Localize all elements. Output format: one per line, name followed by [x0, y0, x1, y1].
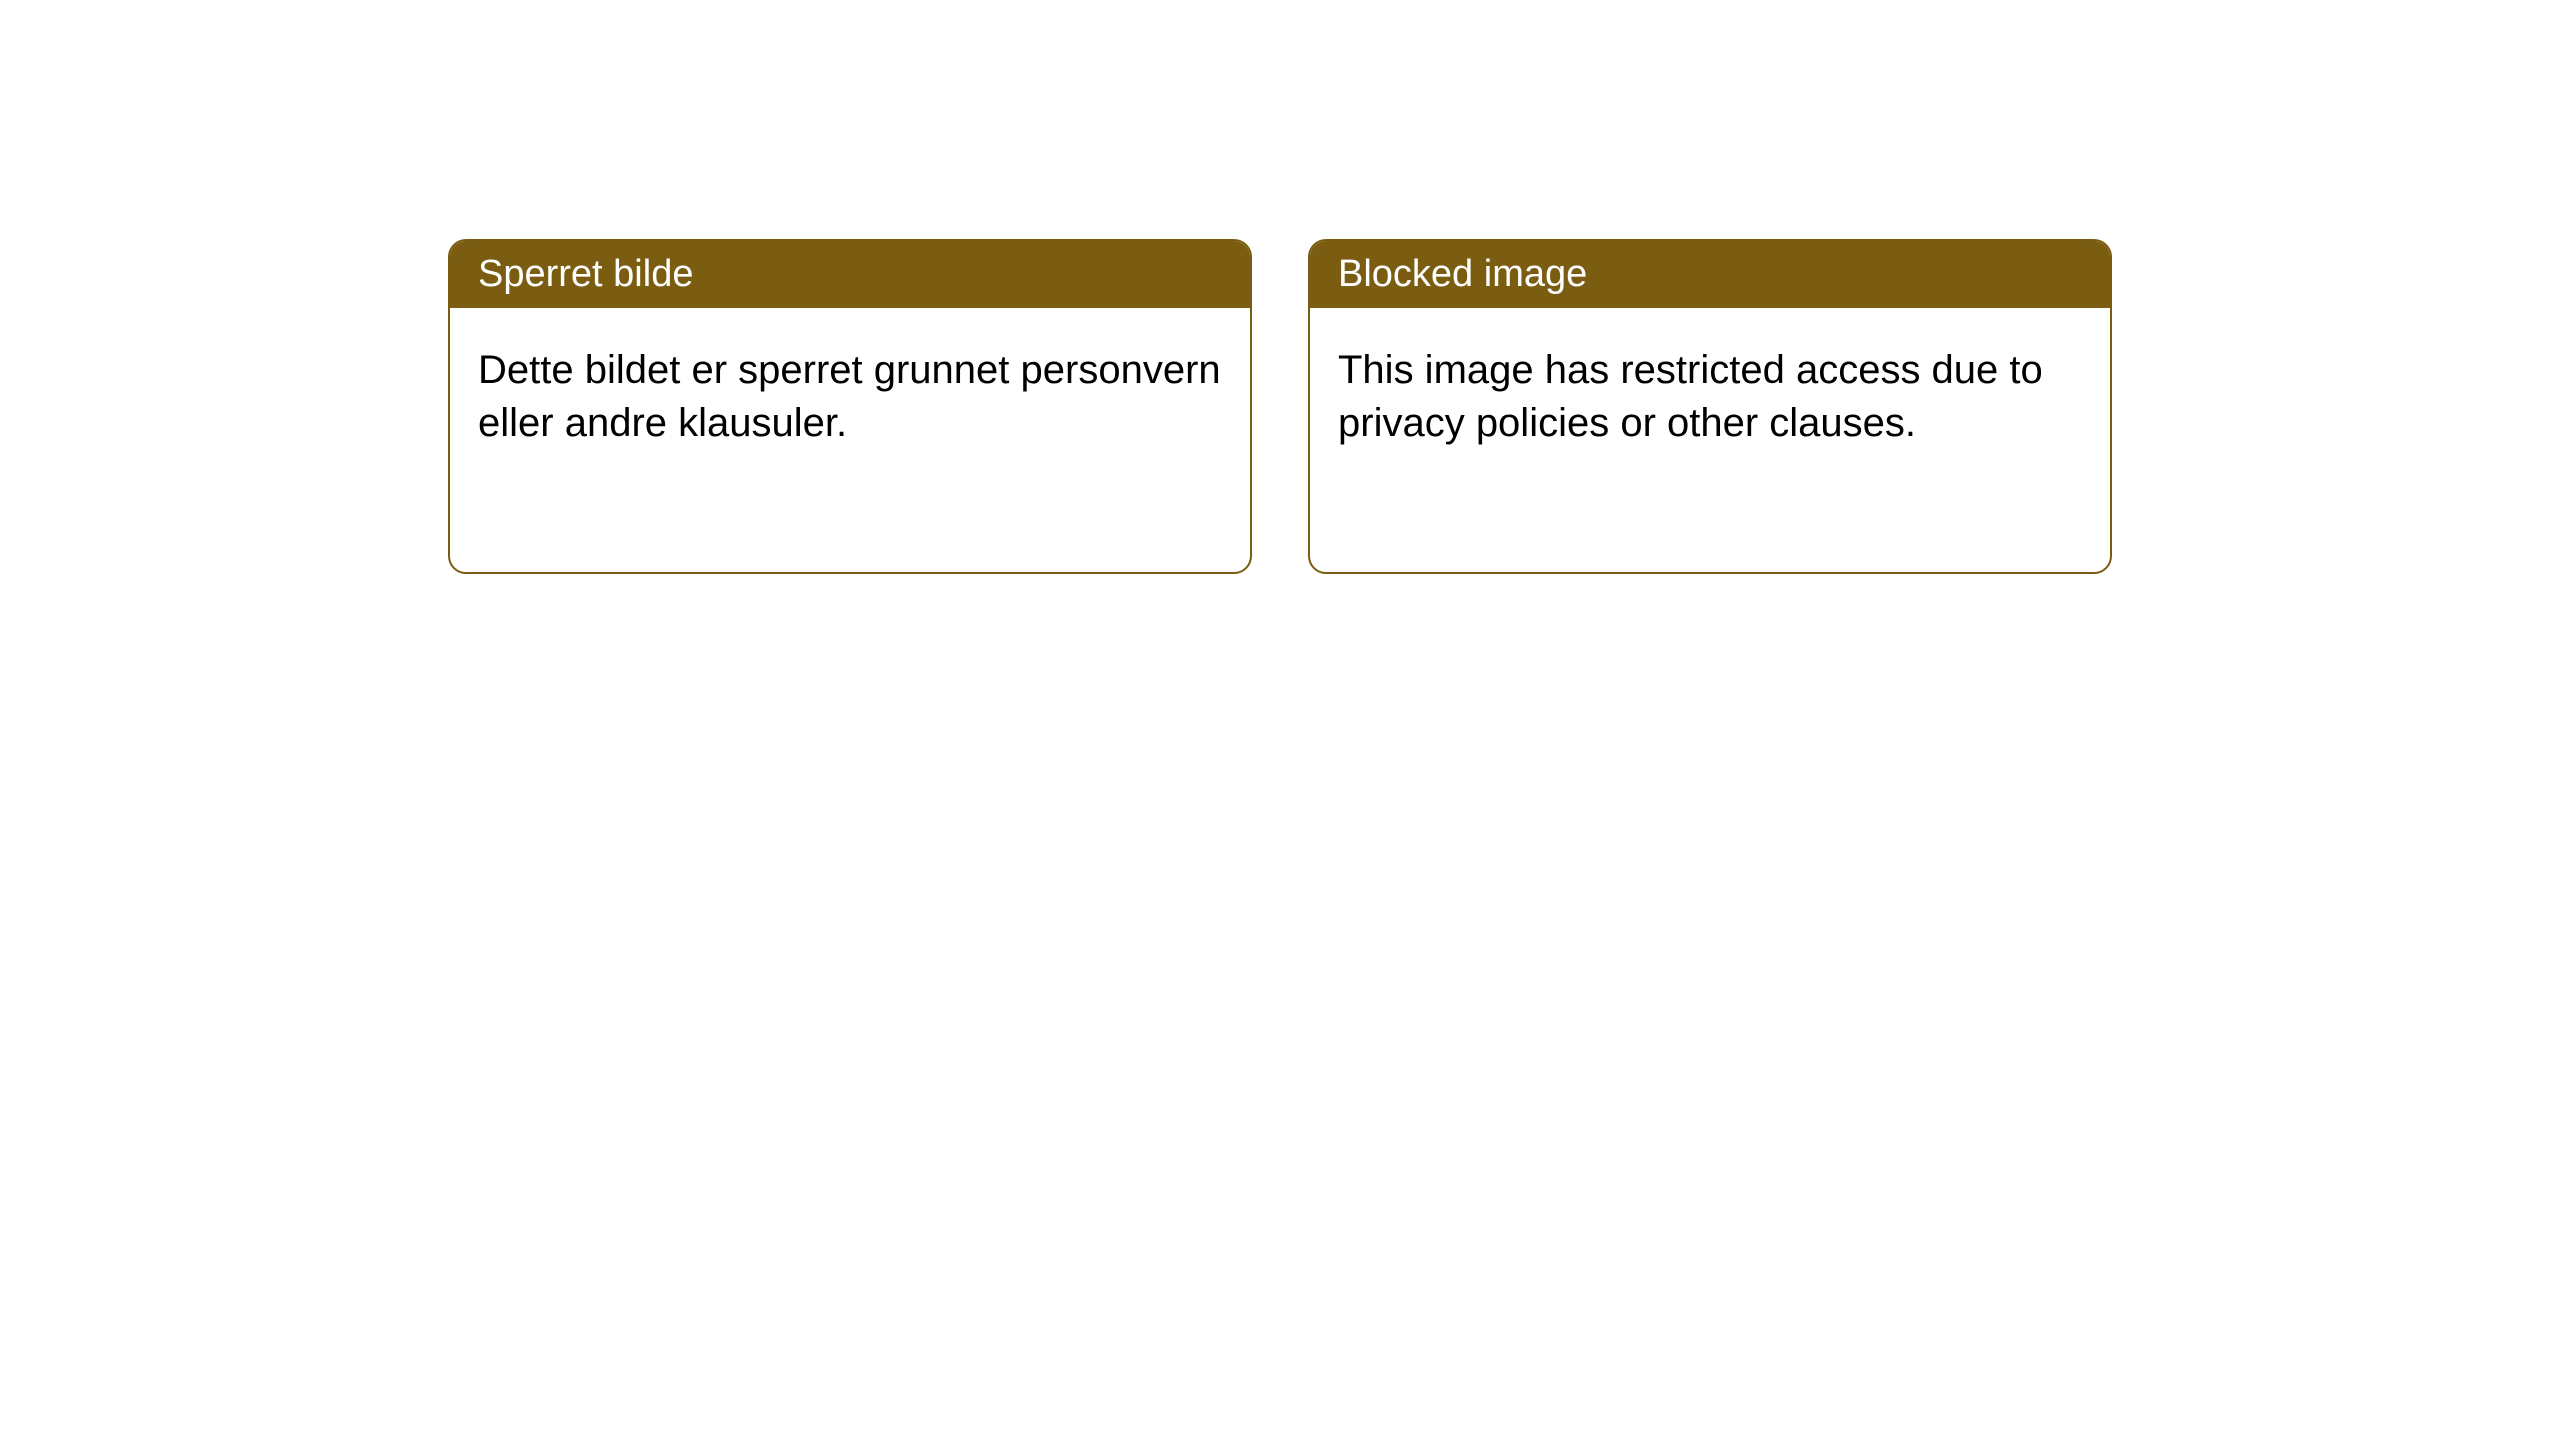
- card-body-text: This image has restricted access due to …: [1338, 348, 2043, 445]
- card-body-text: Dette bildet er sperret grunnet personve…: [478, 348, 1221, 445]
- notice-card-english: Blocked image This image has restricted …: [1308, 239, 2112, 574]
- card-body: Dette bildet er sperret grunnet personve…: [450, 308, 1250, 486]
- card-body: This image has restricted access due to …: [1310, 308, 2110, 486]
- card-header: Blocked image: [1310, 241, 2110, 308]
- notice-cards-container: Sperret bilde Dette bildet er sperret gr…: [0, 0, 2560, 574]
- notice-card-norwegian: Sperret bilde Dette bildet er sperret gr…: [448, 239, 1252, 574]
- card-title: Sperret bilde: [478, 253, 693, 295]
- card-title: Blocked image: [1338, 253, 1587, 295]
- card-header: Sperret bilde: [450, 241, 1250, 308]
